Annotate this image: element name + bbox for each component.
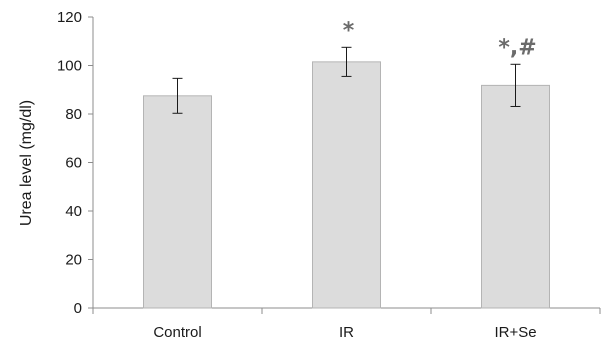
y-axis-title: Urea level (mg/dl) bbox=[18, 100, 35, 226]
x-tick-label: IR+Se bbox=[494, 324, 536, 341]
error-bars bbox=[172, 46, 521, 114]
x-axis: Control IR IR+Se bbox=[92, 307, 601, 341]
bar-1 bbox=[312, 61, 381, 309]
y-tick-label: 60 bbox=[65, 155, 82, 172]
x-tick-label: Control bbox=[153, 324, 201, 341]
y-tick-label: 100 bbox=[57, 58, 82, 75]
y-tick-label: 120 bbox=[57, 9, 82, 26]
y-tick-label: 40 bbox=[65, 203, 82, 220]
x-tick-label: IR bbox=[339, 324, 354, 341]
significance-marker-1: * bbox=[343, 18, 355, 43]
bar-0 bbox=[143, 95, 212, 309]
y-axis: 0 20 40 60 80 100 120 bbox=[57, 9, 94, 317]
y-tick-label: 0 bbox=[74, 300, 82, 317]
significance-markers: * *,# bbox=[343, 18, 537, 60]
significance-marker-2: *,# bbox=[498, 35, 536, 60]
bars bbox=[143, 61, 550, 309]
y-tick-label: 20 bbox=[65, 252, 82, 269]
y-tick-label: 80 bbox=[65, 106, 82, 123]
bar-2 bbox=[481, 84, 550, 309]
